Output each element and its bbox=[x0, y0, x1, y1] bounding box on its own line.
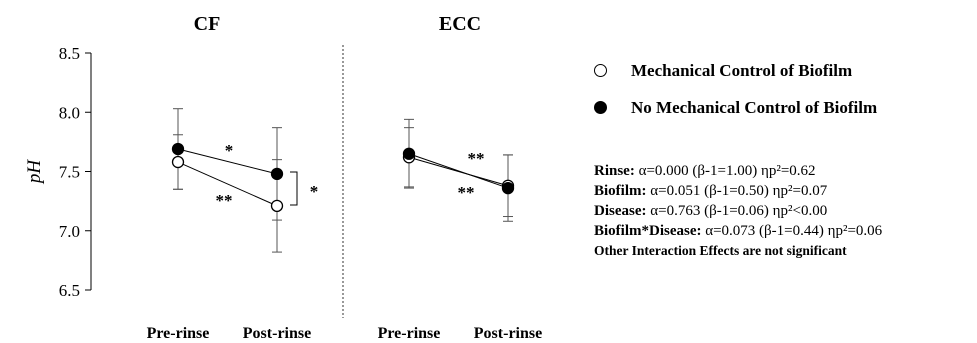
legend: Mechanical Control of Biofilm No Mechani… bbox=[594, 52, 877, 126]
y-axis-label: pH bbox=[24, 159, 45, 186]
y-tick-label: 6.5 bbox=[59, 281, 80, 300]
stat-name: Rinse: bbox=[594, 163, 635, 179]
y-tick-label: 8.5 bbox=[59, 44, 80, 63]
stats-note: Other Interaction Effects are not signif… bbox=[594, 243, 847, 258]
filled-point bbox=[171, 142, 185, 156]
series-line bbox=[408, 156, 509, 187]
open-circle-icon bbox=[594, 64, 607, 77]
series-line bbox=[177, 148, 278, 175]
x-tick-label: Pre-rinse bbox=[147, 325, 210, 342]
filled-point bbox=[501, 181, 515, 195]
legend-item: Mechanical Control of Biofilm bbox=[594, 52, 877, 89]
open-point bbox=[171, 155, 185, 169]
legend-label: No Mechanical Control of Biofilm bbox=[631, 97, 878, 117]
chart: 6.5 7.0 7.5 8.0 8.5 pH CF Pre-rinse Post-rinse EC… bbox=[24, 13, 542, 342]
stat-name: Biofilm*Disease: bbox=[594, 223, 702, 239]
stat-text: α=0.763 (β-1=0.06) ηp²<0.00 bbox=[646, 203, 828, 219]
panel-title: ECC bbox=[439, 13, 481, 35]
stat-text: α=0.000 (β-1=1.00) ηp²=0.62 bbox=[634, 163, 816, 179]
y-tick-label: 7.5 bbox=[59, 163, 80, 182]
significance-label: ** bbox=[458, 183, 475, 202]
significance-label: * bbox=[310, 182, 319, 201]
stat-line: Biofilm*Disease: α=0.073 (β-1=0.44) ηp²=… bbox=[594, 221, 882, 241]
y-tick-label: 8.0 bbox=[59, 103, 80, 122]
legend-item: No Mechanical Control of Biofilm bbox=[594, 89, 877, 126]
significance-label: ** bbox=[216, 191, 233, 210]
panel-title: CF bbox=[194, 13, 221, 35]
filled-point bbox=[402, 147, 416, 160]
significance-label: ** bbox=[468, 149, 485, 168]
stat-text: α=0.073 (β-1=0.44) ηp²=0.06 bbox=[701, 223, 883, 239]
x-tick-label: Post-rinse bbox=[243, 325, 311, 342]
statistics-block: Rinse: α=0.000 (β-1=1.00) ηp²=0.62 Biofi… bbox=[594, 161, 882, 260]
stat-line: Disease: α=0.763 (β-1=0.06) ηp²<0.00 bbox=[594, 201, 882, 221]
y-tick-label: 7.0 bbox=[59, 222, 80, 241]
legend-label: Mechanical Control of Biofilm bbox=[631, 60, 853, 80]
series-line bbox=[408, 153, 509, 189]
series-line bbox=[177, 161, 278, 207]
filled-circle-icon bbox=[594, 101, 607, 114]
stat-name: Biofilm: bbox=[594, 183, 647, 199]
significance-label: * bbox=[225, 141, 234, 160]
x-tick-label: Pre-rinse bbox=[378, 325, 441, 342]
stat-text: α=0.051 (β-1=0.50) ηp²=0.07 bbox=[646, 183, 828, 199]
significance-bracket bbox=[290, 171, 298, 206]
stat-line: Biofilm: α=0.051 (β-1=0.50) ηp²=0.07 bbox=[594, 181, 882, 201]
x-tick-label: Post-rinse bbox=[474, 325, 542, 342]
stat-name: Disease: bbox=[594, 203, 647, 219]
stat-line: Rinse: α=0.000 (β-1=1.00) ηp²=0.62 bbox=[594, 161, 882, 181]
open-point bbox=[270, 199, 284, 213]
filled-point bbox=[270, 167, 284, 181]
